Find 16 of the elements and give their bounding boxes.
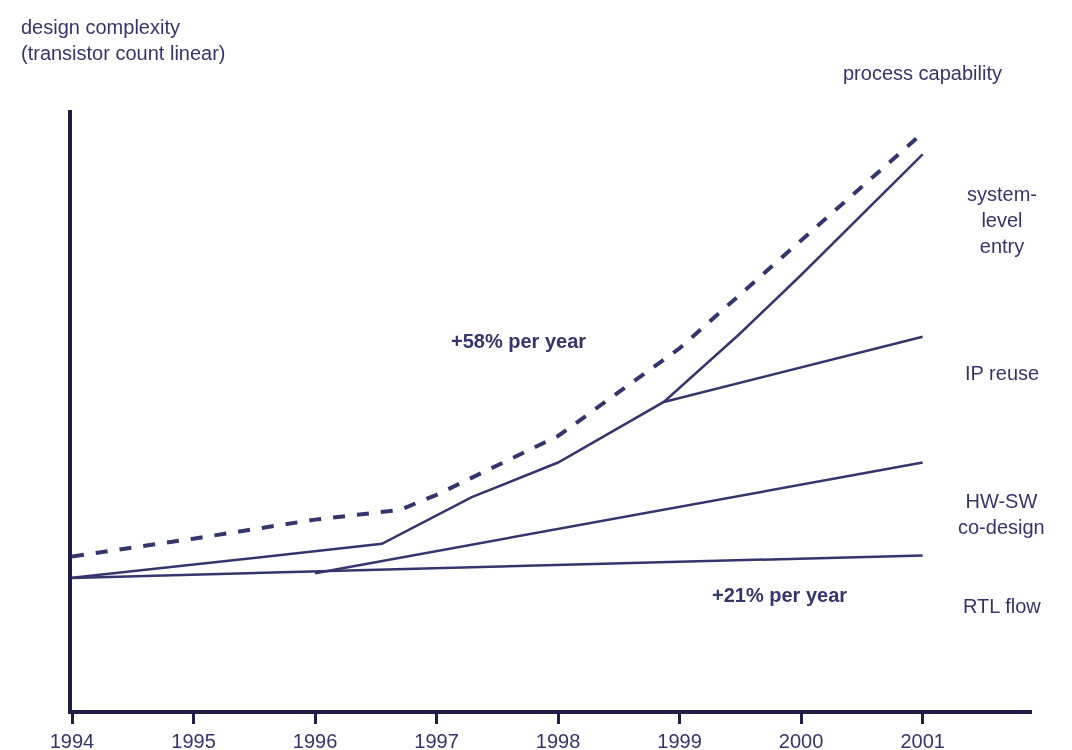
x-tick-label: 1995 <box>171 730 216 750</box>
x-tick-label: 1997 <box>414 730 459 750</box>
annotation: HW-SW co-design <box>958 490 1045 538</box>
annotation: system- level entry <box>967 183 1037 257</box>
x-tick-label: 1998 <box>535 730 581 750</box>
x-tick-label: 2001 <box>900 730 945 750</box>
x-tick-label: 1996 <box>292 730 338 750</box>
x-tick-label: 1999 <box>657 730 702 750</box>
x-tick-label: 2000 <box>778 730 824 750</box>
annotation: IP reuse <box>965 362 1040 384</box>
annotation: RTL flow <box>963 595 1042 617</box>
text: process capability <box>843 62 1002 84</box>
x-tick-label: 1994 <box>49 730 95 750</box>
y-axis-title: design complexity (transistor count linear) <box>21 16 226 64</box>
annotation: +58% per year <box>451 330 587 352</box>
annotation: +21% per year <box>712 584 848 606</box>
